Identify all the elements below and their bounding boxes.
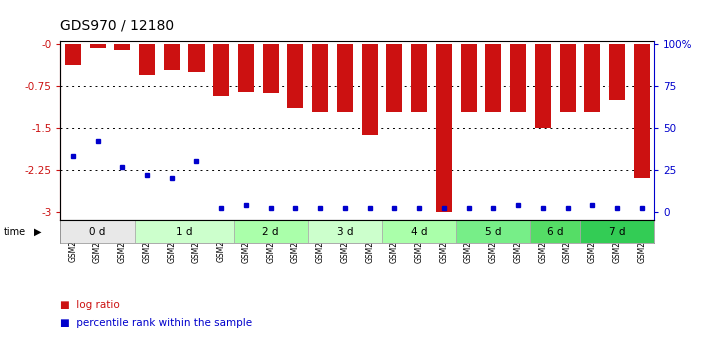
Text: 3 d: 3 d: [337, 227, 353, 237]
Text: 1 d: 1 d: [176, 227, 193, 237]
Bar: [262, 44, 279, 93]
Bar: [530, 220, 580, 243]
Text: 2 d: 2 d: [262, 227, 279, 237]
Bar: [411, 44, 427, 112]
Bar: [461, 44, 476, 112]
Bar: [114, 44, 130, 50]
Bar: [584, 44, 600, 112]
Text: time: time: [4, 227, 26, 237]
Bar: [510, 44, 526, 112]
Text: ■  log ratio: ■ log ratio: [60, 300, 120, 310]
Bar: [580, 220, 654, 243]
Text: ▶: ▶: [34, 227, 42, 237]
Bar: [60, 220, 134, 243]
Bar: [456, 220, 530, 243]
Bar: [234, 220, 308, 243]
Bar: [486, 44, 501, 112]
Bar: [634, 44, 650, 178]
Bar: [308, 220, 382, 243]
Bar: [139, 44, 155, 75]
Bar: [287, 44, 304, 108]
Bar: [382, 220, 456, 243]
Text: GDS970 / 12180: GDS970 / 12180: [60, 19, 175, 33]
Bar: [188, 44, 205, 72]
Bar: [312, 44, 328, 112]
Bar: [238, 44, 254, 92]
Bar: [337, 44, 353, 112]
Bar: [134, 220, 234, 243]
Bar: [90, 44, 105, 48]
Bar: [609, 44, 625, 100]
Bar: [65, 44, 81, 66]
Bar: [164, 44, 180, 70]
Text: ■  percentile rank within the sample: ■ percentile rank within the sample: [60, 318, 252, 327]
Text: 0 d: 0 d: [90, 227, 106, 237]
Bar: [362, 44, 378, 135]
Bar: [535, 44, 551, 128]
Text: 5 d: 5 d: [485, 227, 501, 237]
Bar: [560, 44, 576, 112]
Text: 6 d: 6 d: [547, 227, 563, 237]
Bar: [213, 44, 229, 96]
Bar: [386, 44, 402, 112]
Text: 7 d: 7 d: [609, 227, 625, 237]
Bar: [436, 44, 452, 211]
Text: 4 d: 4 d: [411, 227, 427, 237]
